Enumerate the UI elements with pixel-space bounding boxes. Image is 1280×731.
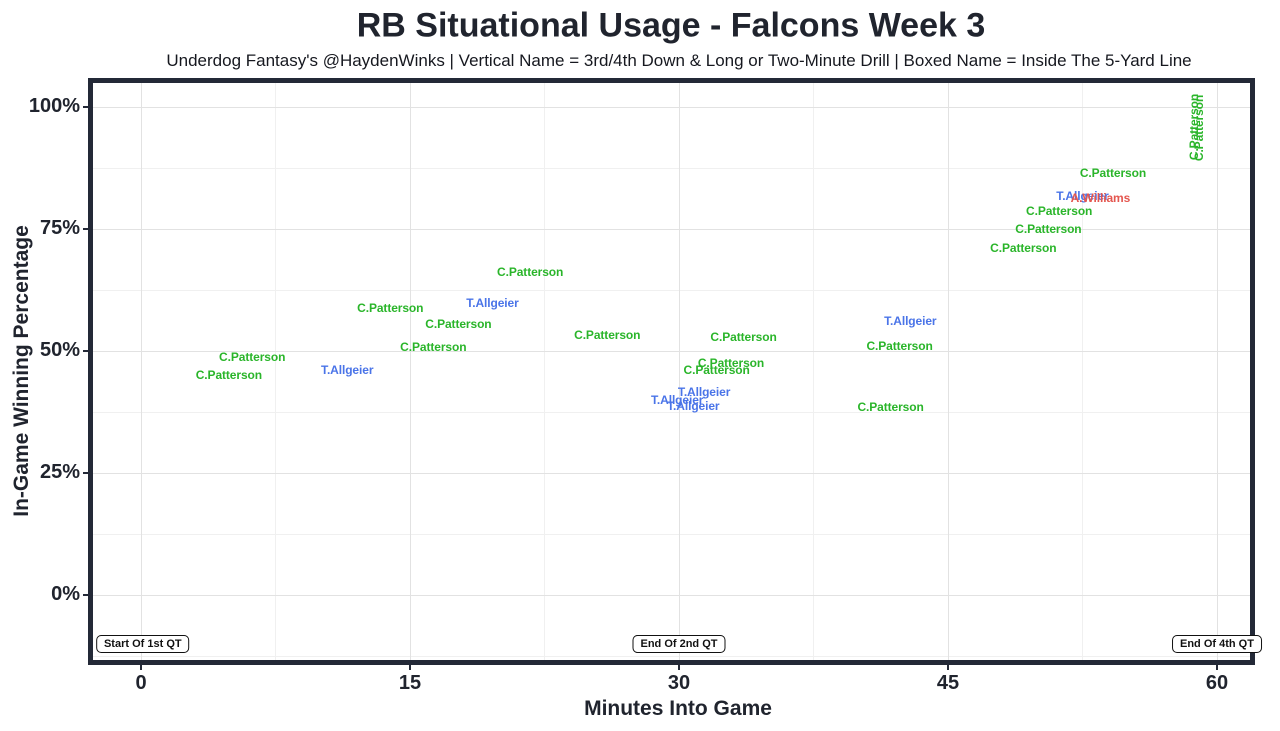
player-label: C.Patterson (425, 317, 492, 332)
x-axis-tick-label: 30 (667, 672, 691, 694)
chart-title: RB Situational Usage - Falcons Week 3 (356, 6, 986, 45)
gridline-horizontal-minor (93, 167, 1250, 169)
player-label: C.Patterson (357, 301, 424, 316)
x-axis-tick (408, 665, 411, 670)
y-axis-tick-label: 50% (39, 338, 80, 361)
gridline-vertical-major (1216, 83, 1218, 660)
player-label: T.Allgeier (677, 384, 731, 399)
player-label: T.Allgeier (884, 314, 937, 329)
player-label: T.Allgeier (651, 392, 704, 407)
plot-area: Start Of 1st QT End Of 2nd QT End Of 4th Q… (88, 78, 1262, 665)
player-label: C.Patterson (574, 327, 641, 342)
y-axis-tick (83, 471, 88, 474)
gridline-vertical-minor (1082, 83, 1084, 660)
gridline-horizontal-major (93, 350, 1250, 352)
x-axis-tick (1215, 665, 1218, 670)
gridline-vertical-major (947, 83, 949, 660)
player-label: C.Patterson (400, 340, 467, 355)
annotation-box: End Of 4th QT (1171, 634, 1262, 653)
y-axis-title: In-Game Winning Percentage (10, 225, 33, 517)
gridline-vertical-minor (544, 83, 546, 660)
x-axis-tick-label: 15 (398, 672, 422, 694)
player-label: C.Patterson (195, 367, 262, 382)
x-axis-tick (946, 665, 949, 670)
player-label: C.Patterson (683, 363, 750, 378)
player-label: A.Williams (1070, 191, 1131, 206)
player-label: C.Patterson (497, 264, 564, 279)
gridline-vertical-minor (275, 83, 277, 660)
player-label: C.Patterson (866, 339, 933, 354)
x-axis-tick-label: 60 (1205, 672, 1229, 694)
gridline-horizontal-major (93, 594, 1250, 596)
player-label: C.Patterson (990, 241, 1057, 256)
gridline-horizontal-major (93, 228, 1250, 230)
annotation-box: Start Of 1st QT (95, 634, 190, 653)
gridline-horizontal-minor (93, 533, 1250, 535)
y-axis-tick (83, 105, 88, 108)
gridline-vertical-major (141, 83, 142, 660)
gridline-vertical-major (678, 83, 680, 660)
gridline-horizontal-minor (93, 411, 1250, 413)
gridline-vertical-minor (813, 83, 815, 660)
player-label: C.Patterson (697, 356, 765, 371)
y-axis-tick (83, 349, 88, 352)
gridline-horizontal-minor (93, 655, 1250, 657)
y-axis-tick (83, 593, 88, 596)
player-label: C.Patterson (1026, 203, 1093, 218)
y-axis-tick-label: 0% (51, 582, 80, 605)
player-label: T.Allgeier (667, 399, 720, 414)
player-label: C.Patterson (710, 329, 777, 344)
x-axis-tick (677, 665, 680, 670)
gridline-horizontal-major (93, 472, 1250, 474)
player-label: T.Allgeier (1056, 188, 1109, 203)
x-axis-title: Minutes Into Game (584, 697, 772, 720)
player-label: C.Patterson (219, 349, 286, 364)
gridline-horizontal-major (93, 106, 1250, 108)
y-axis-tick-label: 75% (39, 216, 80, 239)
gridline-vertical-major (409, 83, 411, 660)
player-label: C.Patterson (1015, 221, 1082, 236)
x-axis-tick-label: 0 (135, 672, 147, 694)
player-label: T.Allgeier (321, 363, 374, 378)
player-label: C.Patterson (1079, 165, 1147, 180)
player-label: C.Patterson (1192, 94, 1207, 162)
player-label: C.Patterson (857, 400, 924, 415)
chart-subtitle: Underdog Fantasy's @HaydenWinks | Vertic… (166, 51, 1192, 70)
player-label: T.Allgeier (466, 296, 519, 311)
x-axis-tick-label: 45 (936, 672, 960, 694)
annotation-box: End Of 2nd QT (632, 634, 726, 653)
y-axis-tick (83, 227, 88, 230)
y-axis-tick-label: 25% (39, 460, 80, 483)
y-axis-tick-label: 100% (28, 94, 80, 117)
gridline-horizontal-minor (93, 289, 1250, 291)
x-axis-tick (140, 665, 142, 670)
